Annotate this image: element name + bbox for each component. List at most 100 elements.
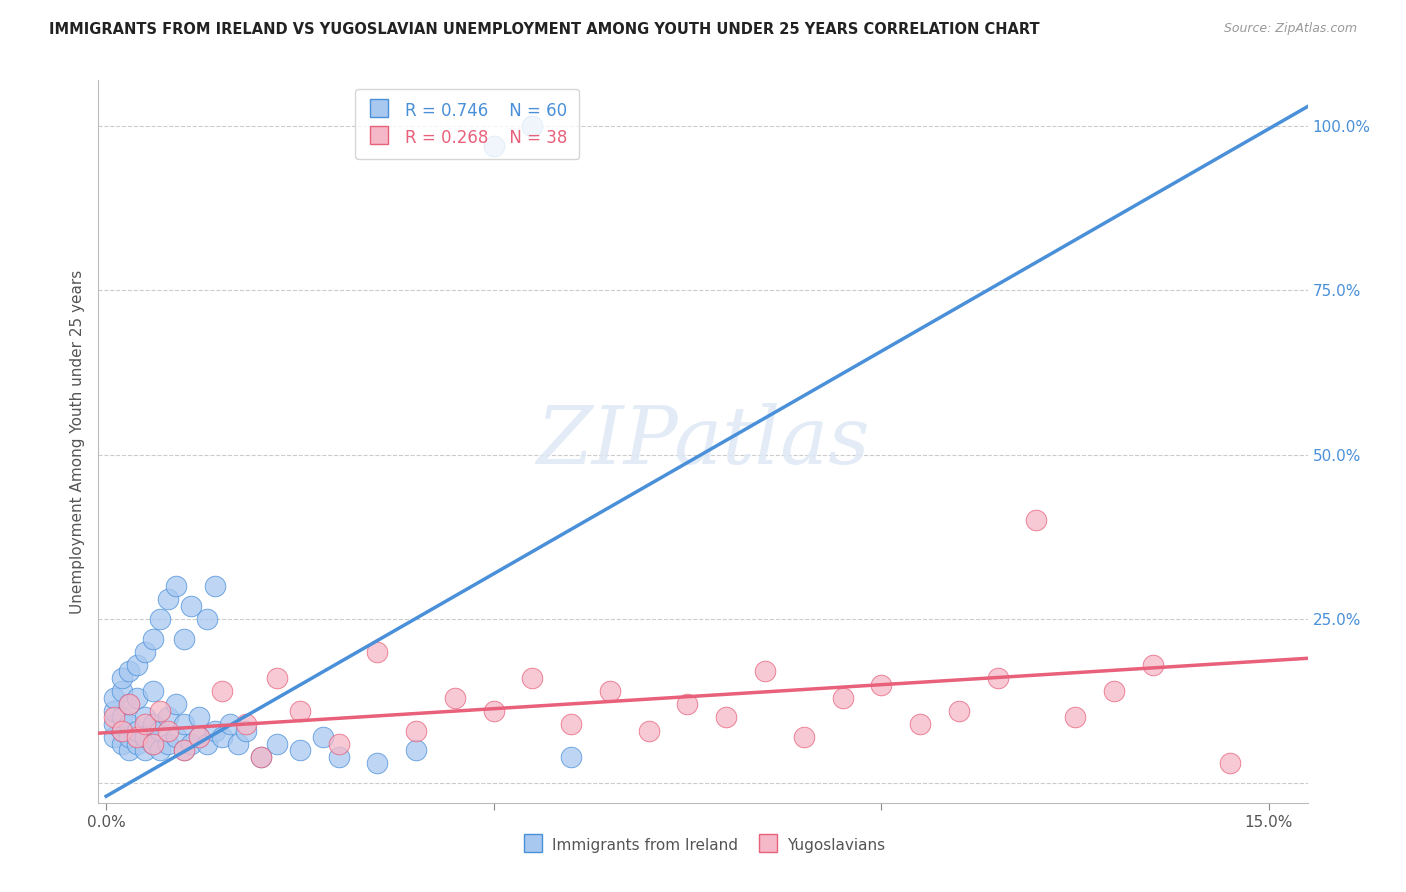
- Point: [134, 743, 156, 757]
- Y-axis label: Unemployment Among Youth under 25 years: Unemployment Among Youth under 25 years: [69, 269, 84, 614]
- Point: [103, 704, 125, 718]
- Point: [142, 632, 165, 646]
- Point: [328, 749, 350, 764]
- Point: [637, 723, 659, 738]
- Point: [522, 671, 544, 685]
- Point: [366, 756, 388, 771]
- Point: [444, 690, 467, 705]
- Point: [165, 579, 187, 593]
- Point: [180, 737, 202, 751]
- Point: [111, 710, 134, 724]
- Point: [1025, 513, 1047, 527]
- Point: [142, 717, 165, 731]
- Point: [118, 730, 141, 744]
- Point: [173, 743, 195, 757]
- Point: [173, 632, 195, 646]
- Point: [793, 730, 815, 744]
- Point: [1064, 710, 1087, 724]
- Point: [754, 665, 776, 679]
- Point: [157, 592, 180, 607]
- Point: [134, 645, 156, 659]
- Point: [111, 671, 134, 685]
- Point: [204, 723, 226, 738]
- Point: [366, 645, 388, 659]
- Point: [195, 612, 218, 626]
- Point: [149, 743, 172, 757]
- Point: [118, 717, 141, 731]
- Point: [127, 657, 149, 672]
- Point: [870, 677, 893, 691]
- Point: [1219, 756, 1241, 771]
- Point: [149, 704, 172, 718]
- Point: [157, 723, 180, 738]
- Point: [127, 690, 149, 705]
- Point: [405, 743, 427, 757]
- Point: [312, 730, 335, 744]
- Point: [482, 704, 505, 718]
- Point: [219, 717, 242, 731]
- Point: [142, 737, 165, 751]
- Point: [118, 743, 141, 757]
- Text: Source: ZipAtlas.com: Source: ZipAtlas.com: [1223, 22, 1357, 36]
- Point: [173, 743, 195, 757]
- Point: [948, 704, 970, 718]
- Point: [142, 737, 165, 751]
- Point: [149, 723, 172, 738]
- Point: [134, 710, 156, 724]
- Point: [180, 599, 202, 613]
- Point: [986, 671, 1008, 685]
- Text: IMMIGRANTS FROM IRELAND VS YUGOSLAVIAN UNEMPLOYMENT AMONG YOUTH UNDER 25 YEARS C: IMMIGRANTS FROM IRELAND VS YUGOSLAVIAN U…: [49, 22, 1040, 37]
- Point: [111, 737, 134, 751]
- Point: [204, 579, 226, 593]
- Point: [195, 737, 218, 751]
- Point: [165, 730, 187, 744]
- Point: [127, 730, 149, 744]
- Point: [165, 698, 187, 712]
- Point: [111, 723, 134, 738]
- Point: [908, 717, 931, 731]
- Point: [235, 723, 257, 738]
- Point: [127, 737, 149, 751]
- Point: [142, 684, 165, 698]
- Point: [676, 698, 699, 712]
- Point: [188, 730, 211, 744]
- Point: [103, 690, 125, 705]
- Point: [522, 120, 544, 134]
- Point: [328, 737, 350, 751]
- Point: [118, 698, 141, 712]
- Point: [188, 730, 211, 744]
- Point: [118, 665, 141, 679]
- Point: [134, 717, 156, 731]
- Point: [288, 704, 311, 718]
- Point: [250, 749, 273, 764]
- Point: [188, 710, 211, 724]
- Point: [560, 749, 582, 764]
- Point: [173, 717, 195, 731]
- Point: [226, 737, 249, 751]
- Point: [127, 723, 149, 738]
- Point: [1102, 684, 1125, 698]
- Point: [118, 698, 141, 712]
- Point: [482, 139, 505, 153]
- Point: [211, 730, 233, 744]
- Point: [831, 690, 853, 705]
- Point: [405, 723, 427, 738]
- Legend: Immigrants from Ireland, Yugoslavians: Immigrants from Ireland, Yugoslavians: [515, 830, 891, 860]
- Point: [266, 737, 288, 751]
- Point: [288, 743, 311, 757]
- Point: [157, 710, 180, 724]
- Point: [716, 710, 738, 724]
- Point: [211, 684, 233, 698]
- Point: [103, 717, 125, 731]
- Point: [250, 749, 273, 764]
- Point: [134, 730, 156, 744]
- Text: ZIPatlas: ZIPatlas: [536, 403, 870, 480]
- Point: [1142, 657, 1164, 672]
- Point: [266, 671, 288, 685]
- Point: [599, 684, 621, 698]
- Point: [103, 710, 125, 724]
- Point: [560, 717, 582, 731]
- Point: [157, 737, 180, 751]
- Point: [111, 684, 134, 698]
- Point: [235, 717, 257, 731]
